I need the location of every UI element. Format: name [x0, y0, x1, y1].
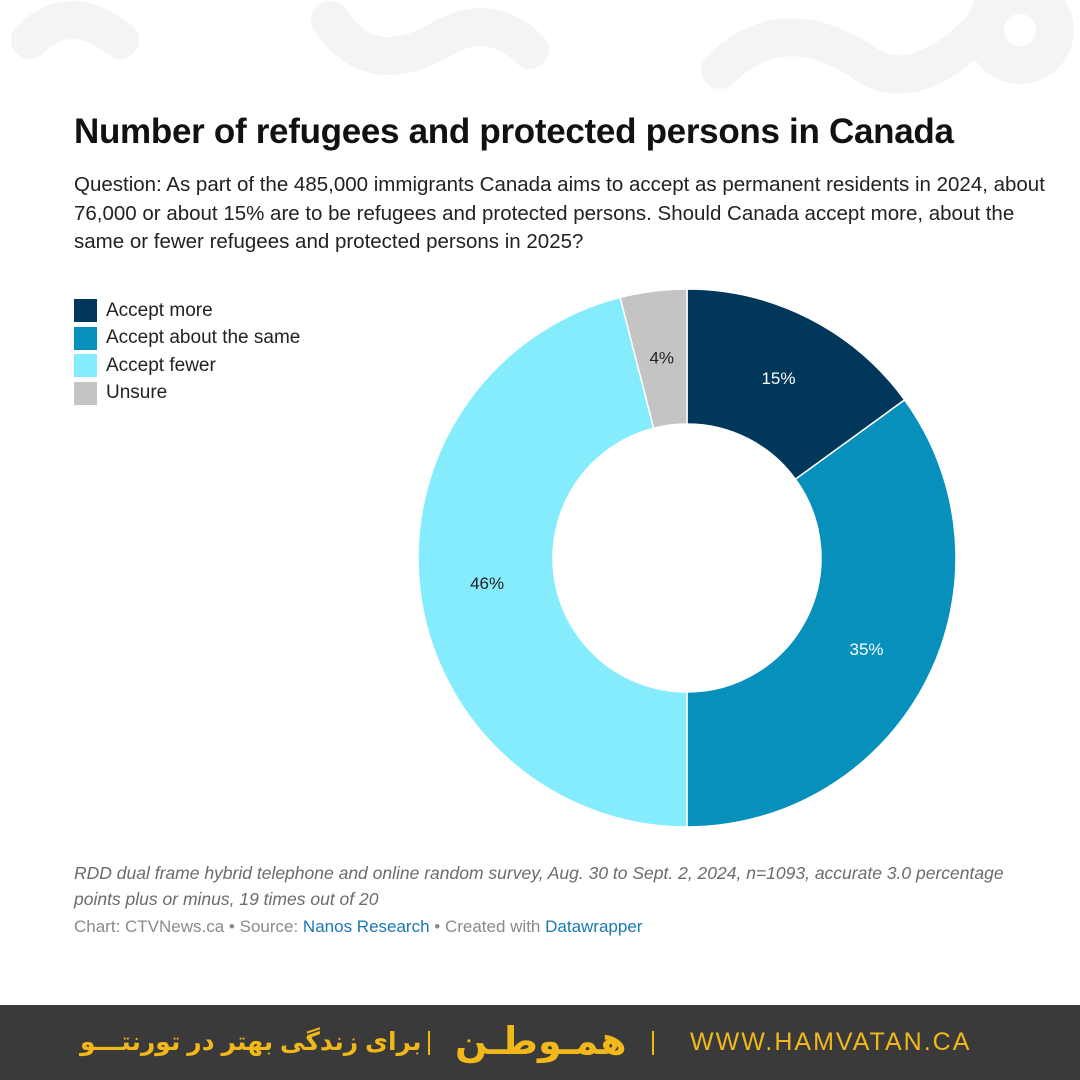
slice-data-label: 46%: [470, 574, 504, 593]
source-link[interactable]: Nanos Research: [302, 917, 430, 936]
donut-slice-accept-fewer: [417, 296, 688, 828]
credit-separator: •: [224, 917, 240, 936]
datawrapper-link[interactable]: Datawrapper: [545, 917, 643, 936]
chart-card: Number of refugees and protected persons…: [74, 112, 1045, 937]
legend-item-accept-more: Accept more: [74, 297, 300, 325]
chart-title: Number of refugees and protected persons…: [74, 112, 954, 151]
chart-credits: Chart: CTVNews.ca • Source: Nanos Resear…: [74, 917, 1034, 937]
legend-label: Accept about the same: [106, 327, 301, 349]
legend-item-accept-fewer: Accept fewer: [74, 352, 300, 380]
legend-item-unsure: Unsure: [74, 380, 300, 408]
chart-credit: Chart: CTVNews.ca: [74, 917, 225, 936]
legend-swatch: [74, 299, 97, 323]
legend-item-accept-same: Accept about the same: [74, 325, 300, 353]
legend-swatch: [74, 326, 97, 350]
footer-divider: [652, 1031, 654, 1055]
credit-separator: •: [429, 917, 445, 936]
legend-swatch: [74, 354, 97, 378]
slice-data-label: 35%: [850, 640, 884, 659]
donut-slice-unsure: [619, 288, 688, 430]
hamvatan-logo: همـوطـن: [455, 1021, 627, 1063]
slice-data-label: 15%: [761, 369, 795, 388]
legend-label: Accept fewer: [106, 354, 216, 376]
methodology-note: RDD dual frame hybrid telephone and onli…: [74, 863, 1004, 909]
footer-divider: [428, 1031, 430, 1055]
legend-label: Accept more: [106, 299, 213, 321]
legend: Accept more Accept about the same Accept…: [74, 297, 300, 407]
legend-swatch: [74, 381, 97, 405]
footer-url-link[interactable]: WWW.HAMVATAN.CA: [690, 1028, 972, 1056]
source-label: Source:: [239, 917, 303, 936]
legend-label: Unsure: [106, 382, 168, 404]
created-label: Created with: [444, 917, 546, 936]
footer-tagline: برای زندگی بهتر در تورنتـــو: [80, 1028, 422, 1056]
donut-slice-accept-more: [686, 288, 906, 481]
donut-chart: 15% 35% 46% 4%: [417, 288, 957, 828]
chart-subtitle: Question: As part of the 485,000 immigra…: [74, 173, 1045, 253]
footer-bar: برای زندگی بهتر در تورنتـــو همـوطـن WWW…: [0, 1005, 1080, 1080]
donut-slice-accept-about-the-same: [686, 398, 957, 828]
slice-data-label: 4%: [649, 349, 674, 368]
